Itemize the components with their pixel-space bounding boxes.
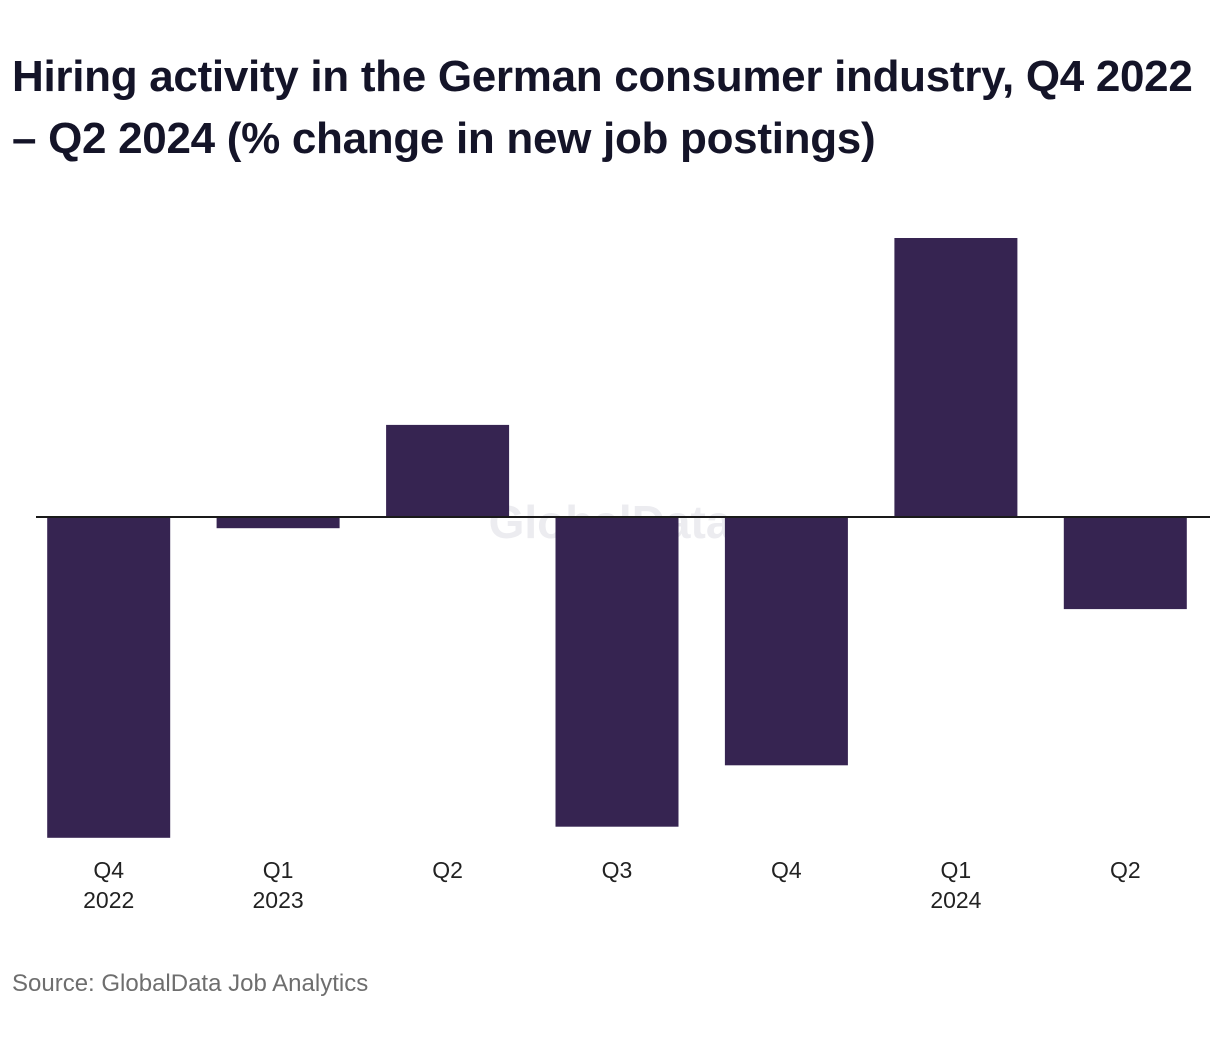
bar-q2-2024 (1063, 517, 1187, 610)
x-tick-quarter: Q1 (941, 857, 972, 883)
x-axis-ticks: Q4 2022 Q1 2023 Q2 Q3 Q4 Q1 2024 Q2 (83, 857, 1141, 913)
bar-q1-2024 (894, 238, 1018, 517)
x-tick-quarter: Q3 (602, 857, 633, 883)
x-tick-year: 2024 (930, 887, 981, 913)
bar-q2-2023 (386, 424, 510, 517)
x-tick-quarter: Q4 (93, 857, 124, 883)
chart-title: Hiring activity in the German consumer i… (12, 52, 1193, 163)
bar-q4-2023 (724, 517, 848, 766)
bar-q3-2023 (555, 517, 679, 827)
x-tick-quarter: Q2 (432, 857, 463, 883)
bar-q4-2022 (47, 517, 171, 838)
bars-group (47, 238, 1187, 838)
x-tick-year: 2023 (253, 887, 304, 913)
x-tick-quarter: Q2 (1110, 857, 1141, 883)
x-tick-year: 2022 (83, 887, 134, 913)
bar-q1-2023 (216, 517, 340, 529)
source-note: Source: GlobalData Job Analytics (12, 970, 369, 997)
x-tick-quarter: Q4 (771, 857, 802, 883)
x-tick-quarter: Q1 (263, 857, 294, 883)
